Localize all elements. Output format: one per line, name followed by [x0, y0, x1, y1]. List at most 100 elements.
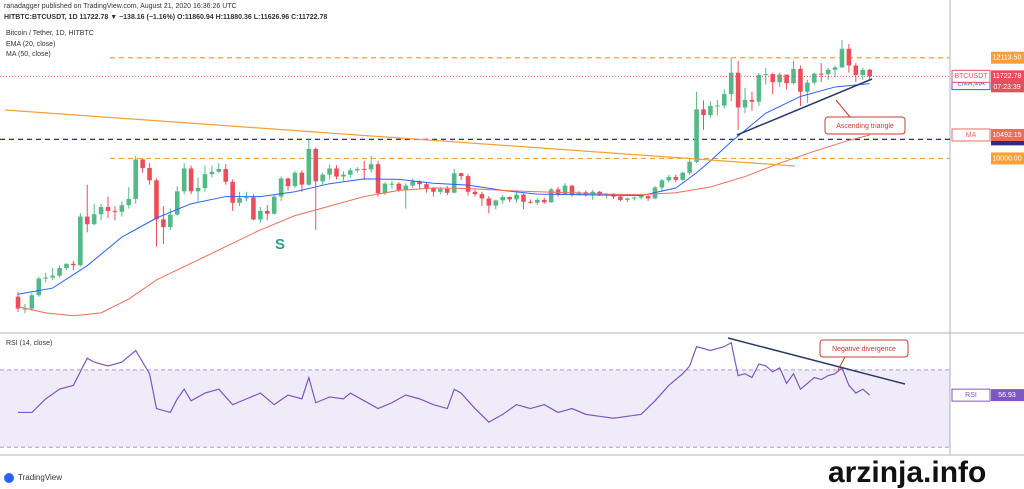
candle-body	[562, 185, 568, 195]
tag-value: 11722.78	[993, 73, 1022, 80]
tag-value-box	[991, 51, 1024, 64]
candle-body	[777, 74, 782, 83]
candle-body	[424, 184, 429, 188]
candle-body	[597, 191, 602, 195]
candle-body	[659, 180, 665, 188]
candle-body	[451, 173, 457, 193]
candle-body	[368, 164, 374, 170]
candle-body	[846, 48, 852, 66]
candle-body	[825, 69, 831, 75]
tag-value-box	[991, 389, 1024, 402]
candle-body	[805, 82, 810, 92]
annotation-pointer	[835, 99, 851, 118]
candle-body	[618, 196, 623, 200]
candle-body	[119, 205, 125, 212]
candle-body	[486, 198, 492, 206]
tag-name: BTCUSDT	[954, 73, 988, 80]
candle-body	[292, 172, 298, 187]
candle-body	[327, 168, 332, 175]
tag-name: RSI	[965, 392, 977, 399]
candle-body	[694, 109, 699, 162]
tag-name: EMA,MA	[957, 80, 985, 87]
candle-body	[721, 94, 727, 106]
candle-body	[22, 308, 28, 310]
annotation-s: S	[275, 236, 285, 253]
candle-body	[569, 185, 575, 195]
candle-body	[50, 275, 55, 278]
candle-body	[507, 197, 512, 200]
publisher: ranadagger published on TradingView.com,…	[4, 3, 237, 10]
candle-body	[410, 181, 415, 186]
candle-body	[341, 174, 346, 177]
candle-body	[306, 148, 312, 185]
candle-body	[112, 210, 118, 212]
annotation-box	[824, 116, 906, 135]
descending-trendline	[4, 109, 796, 167]
candle-body	[244, 197, 249, 199]
candle-body	[528, 201, 533, 203]
rsi-title: RSI (14, close)	[6, 340, 52, 347]
candle-body	[472, 191, 478, 195]
quote: HITBTC:BTCUSDT, 1D 11722.78 ▼ −138.16 (−…	[4, 14, 327, 21]
candle-body	[43, 277, 48, 279]
candle-body	[673, 177, 679, 180]
candle-body	[458, 173, 464, 177]
candle-body	[237, 197, 242, 203]
brand: TradingView	[18, 473, 62, 482]
chart-title: Bitcoin / Tether, 1D, HITBTC	[6, 30, 94, 37]
indicator-line	[17, 83, 870, 295]
tag-name-box	[951, 69, 991, 83]
candle-body	[417, 181, 422, 185]
candle-body	[811, 73, 817, 83]
candle-body	[278, 178, 284, 197]
candle-body	[403, 185, 409, 190]
candle-body	[465, 176, 471, 192]
candle-body	[832, 67, 838, 70]
legend-ma: MA (50, close)	[6, 51, 51, 58]
tag-value: 56.93	[998, 392, 1016, 399]
candle-body	[555, 189, 561, 195]
candle-body	[728, 72, 734, 95]
candle-body	[188, 168, 194, 192]
candle-body	[223, 168, 229, 182]
candle-body	[756, 75, 762, 102]
candle-body	[798, 68, 803, 92]
candle-body	[361, 168, 367, 170]
countdown-box	[991, 82, 1024, 93]
candle-body	[334, 168, 339, 177]
candle-body	[445, 188, 450, 193]
tag-value-box	[991, 152, 1024, 165]
candle-body	[168, 214, 173, 228]
candle-body	[818, 73, 824, 75]
candle-body	[348, 170, 353, 175]
candle-body	[541, 199, 547, 203]
marks	[0, 40, 950, 448]
candle-body	[735, 72, 741, 108]
candle-body	[91, 214, 97, 225]
candle-body	[195, 187, 201, 192]
candle-body	[687, 161, 692, 173]
candle-body	[860, 69, 866, 76]
candle-body	[98, 207, 104, 215]
candle-body	[36, 278, 42, 296]
candle-body	[71, 263, 76, 266]
candle-body	[133, 159, 139, 199]
candle-body	[181, 168, 187, 192]
candle-body	[251, 197, 256, 220]
candle-body	[202, 174, 208, 188]
tag-value-box	[991, 128, 1024, 141]
candle-body	[64, 263, 69, 269]
candle-body	[431, 187, 436, 192]
candle-body	[742, 99, 748, 108]
candle-body	[57, 268, 62, 276]
candle-body	[78, 216, 83, 266]
candle-body	[715, 105, 720, 107]
candle-body	[154, 180, 159, 220]
candle-body	[645, 196, 651, 199]
candle-body	[791, 68, 796, 84]
candle-body	[708, 106, 713, 116]
candle-body	[853, 65, 859, 76]
candle-body	[174, 191, 180, 215]
candle-body	[354, 168, 360, 171]
